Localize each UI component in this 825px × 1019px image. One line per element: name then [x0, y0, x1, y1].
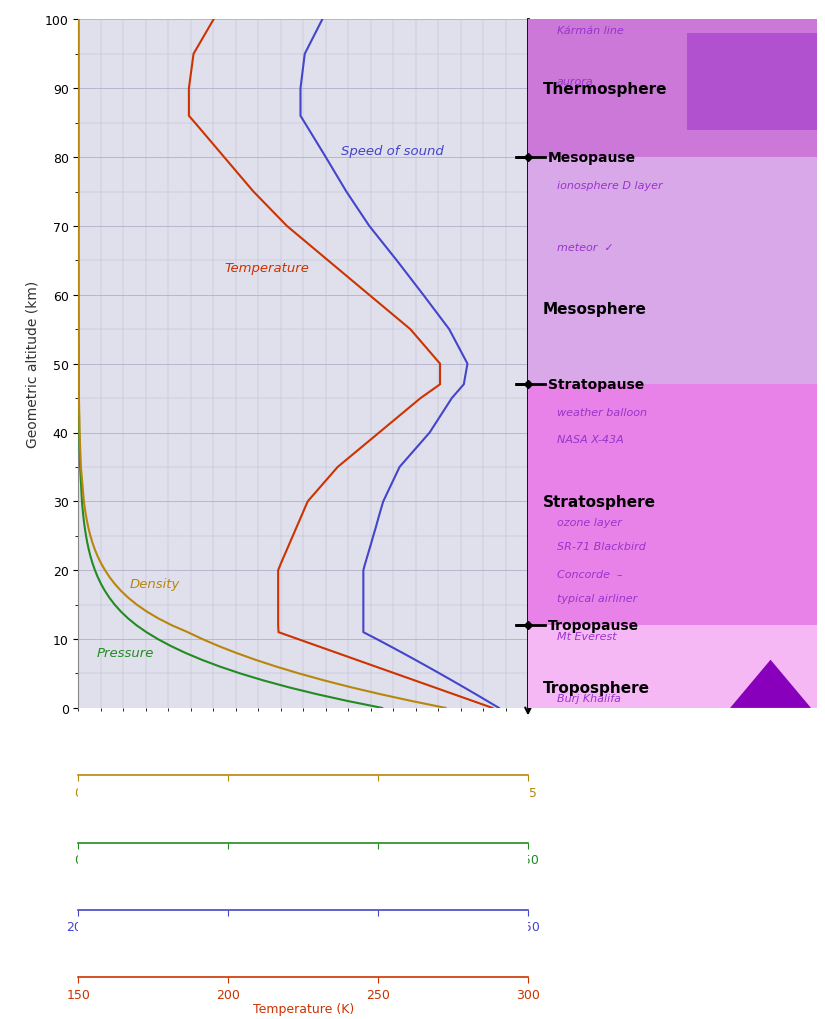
Bar [528, 20, 817, 158]
Bar [528, 158, 817, 385]
Text: Mesopause: Mesopause [548, 151, 636, 165]
Bar [528, 385, 817, 626]
Text: typical airliner: typical airliner [557, 593, 637, 603]
Text: SR-71 Blackbird: SR-71 Blackbird [557, 541, 646, 551]
Text: Stratosphere: Stratosphere [543, 494, 655, 510]
X-axis label: Pressure (kN/m²): Pressure (kN/m²) [251, 867, 356, 880]
Polygon shape [730, 660, 811, 708]
Text: ionosphere D layer: ionosphere D layer [557, 180, 662, 191]
X-axis label: Temperature (K): Temperature (K) [252, 1002, 354, 1015]
Text: Burj Khalifa: Burj Khalifa [557, 693, 621, 703]
Text: Mt Everest: Mt Everest [557, 631, 616, 641]
Bar [686, 34, 817, 130]
Text: Temperature: Temperature [224, 262, 309, 274]
Text: meteor  ✓: meteor ✓ [557, 243, 614, 253]
Text: Stratopause: Stratopause [548, 378, 644, 392]
Text: NASA X-43A: NASA X-43A [557, 435, 624, 445]
Text: Pressure: Pressure [97, 647, 153, 659]
Text: weather balloon: weather balloon [557, 408, 647, 418]
Text: Speed of sound: Speed of sound [342, 145, 444, 158]
Y-axis label: Geometric altitude (km): Geometric altitude (km) [26, 281, 40, 447]
X-axis label: Speed of sound (m/s): Speed of sound (m/s) [236, 934, 370, 948]
Text: aurora: aurora [557, 77, 594, 88]
Text: Troposphere: Troposphere [543, 680, 649, 695]
Text: Mesosphere: Mesosphere [543, 302, 646, 317]
Text: Concorde  –: Concorde – [557, 569, 623, 579]
Text: Tropopause: Tropopause [548, 619, 639, 633]
Bar [528, 626, 817, 708]
Text: ozone layer: ozone layer [557, 518, 622, 528]
X-axis label: Density (kg/m³): Density (kg/m³) [254, 800, 352, 813]
Text: Kármán line: Kármán line [557, 25, 624, 36]
Text: Density: Density [130, 578, 181, 591]
Text: Thermosphere: Thermosphere [543, 82, 667, 97]
